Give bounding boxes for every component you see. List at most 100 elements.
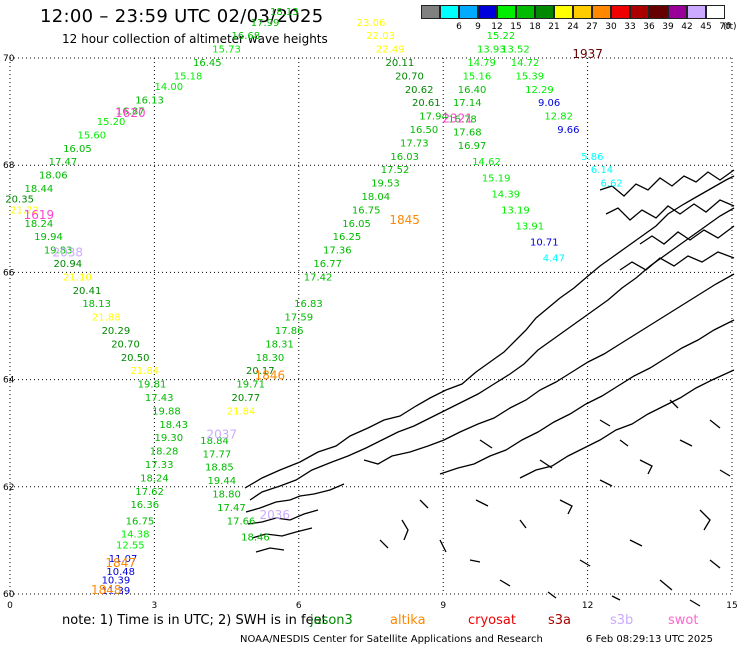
swh-value-label: 9.66 xyxy=(557,125,579,136)
coastline-segment xyxy=(401,519,409,541)
swh-value-label: 15.18 xyxy=(174,71,203,82)
legend-tick-label: 39 xyxy=(662,22,674,32)
credit-line: NOAA/NESDIS Center for Satellite Applica… xyxy=(240,634,543,645)
grid xyxy=(9,57,733,595)
swh-value-label: 17.62 xyxy=(135,487,164,498)
coastline-segment xyxy=(539,459,553,469)
swh-value-label: 14.38 xyxy=(121,530,150,541)
swh-value-label: 19.94 xyxy=(34,232,63,243)
swh-value-label: 11.39 xyxy=(102,586,131,597)
coastline-segment xyxy=(659,579,673,591)
swh-value-label: 19.88 xyxy=(152,406,181,417)
swh-value-label: 17.68 xyxy=(453,128,482,139)
legend-swatch xyxy=(459,5,478,19)
swh-value-label: 14.72 xyxy=(511,58,540,69)
swh-value-label: 20.61 xyxy=(412,98,441,109)
swh-value-label: 16.05 xyxy=(63,144,92,155)
coastline-segment xyxy=(669,399,679,409)
pass-time-label: 2037 xyxy=(207,428,238,442)
swh-value-label: 17.59 xyxy=(284,313,313,324)
swh-value-label: 6.14 xyxy=(591,165,613,176)
coastline-segment xyxy=(419,499,429,509)
swh-value-label: 12.55 xyxy=(116,540,145,551)
swh-value-label: 15.22 xyxy=(487,31,516,42)
swh-value-label: 10.71 xyxy=(530,238,559,249)
satellite-name: swot xyxy=(668,613,699,628)
x-tick-label: 9 xyxy=(440,601,446,611)
swh-value-label: 17.66 xyxy=(227,516,256,527)
swh-value-label: 10.48 xyxy=(106,567,135,578)
swh-value-label: 16.25 xyxy=(333,232,362,243)
legend-swatch xyxy=(440,5,459,19)
y-tick-label: 70 xyxy=(3,54,15,64)
swh-value-label: 15.19 xyxy=(482,173,511,184)
legend-swatch xyxy=(649,5,668,19)
x-tick-label: 6 xyxy=(296,601,302,611)
swh-value-label: 13.52 xyxy=(501,45,530,56)
legend-swatch xyxy=(478,5,497,19)
coastline-segment xyxy=(245,483,345,513)
coastline-segment xyxy=(479,439,493,449)
coastline-segment xyxy=(599,479,613,487)
coastline-segment xyxy=(709,419,721,429)
swh-value-label: 15.16 xyxy=(463,71,492,82)
swh-value-label: 17.99 xyxy=(251,18,280,29)
legend-swatch xyxy=(592,5,611,19)
swh-value-label: 14.39 xyxy=(491,189,520,200)
coastline-segment xyxy=(519,369,735,479)
swh-value-label: 21.10 xyxy=(63,272,92,283)
swh-value-label: 17.47 xyxy=(217,503,246,514)
swh-value-label: 21.84 xyxy=(227,406,256,417)
swh-value-label: 4.47 xyxy=(543,254,565,265)
swh-value-label: 14.00 xyxy=(155,82,184,93)
legend-tick-label: 24 xyxy=(567,22,579,32)
swh-value-label: 16.75 xyxy=(352,205,381,216)
swh-value-label: 18.04 xyxy=(361,192,390,203)
swh-value-label: 17.33 xyxy=(145,460,174,471)
coastline-segment xyxy=(247,509,319,525)
swh-value-label: 20.77 xyxy=(232,393,261,404)
x-tick-label: 3 xyxy=(152,601,158,611)
swh-value-label: 16.68 xyxy=(232,31,261,42)
swh-value-label: 14.79 xyxy=(467,58,496,69)
y-tick-label: 66 xyxy=(3,268,15,278)
chart-title: 12:00 – 23:59 UTC 02/03/2025 xyxy=(40,6,324,27)
swh-value-label: 19.83 xyxy=(44,246,73,257)
swh-value-label: 17.77 xyxy=(203,449,232,460)
swh-value-label: 16.75 xyxy=(126,516,155,527)
swh-value-label: 16.03 xyxy=(390,152,419,163)
legend-tick-label: 6 xyxy=(456,22,462,32)
swh-value-label: 15.73 xyxy=(212,45,241,56)
coastline-segment xyxy=(719,469,731,477)
coastline-segment xyxy=(439,319,735,475)
swh-value-label: 18.80 xyxy=(212,490,241,501)
coastline-segment xyxy=(244,175,735,489)
swh-value-label: 6.62 xyxy=(601,179,623,190)
pass-time-label: 2036 xyxy=(259,508,290,522)
swh-value-label: 13.19 xyxy=(501,205,530,216)
legend-swatch xyxy=(668,5,687,19)
coastline-segment xyxy=(699,509,711,531)
swh-value-label: 20.94 xyxy=(53,259,82,270)
swh-value-label: 21.88 xyxy=(92,313,121,324)
swh-value-label: 18.44 xyxy=(25,184,54,195)
swh-value-label: 18.24 xyxy=(140,473,169,484)
swh-value-label: 16.13 xyxy=(135,96,164,107)
pass-time-label: 1846 xyxy=(255,369,286,383)
coastline-segment xyxy=(679,439,693,447)
swh-value-label: 20.70 xyxy=(395,71,424,82)
swh-value-label: 20.41 xyxy=(73,286,102,297)
swh-value-label: 16.45 xyxy=(193,58,222,69)
coastline-segment xyxy=(363,273,735,465)
swh-value-label: 18.85 xyxy=(205,463,234,474)
legend-swatch xyxy=(573,5,592,19)
pass-time-label: 1847 xyxy=(105,556,136,570)
swh-value-label: 20.11 xyxy=(386,58,415,69)
coastline-segment xyxy=(599,169,735,197)
swh-value-label: 16.05 xyxy=(342,219,371,230)
legend-tick-label: 21 xyxy=(548,22,560,32)
swh-value-label: 20.17 xyxy=(246,366,275,377)
coastline-segment xyxy=(639,225,735,245)
